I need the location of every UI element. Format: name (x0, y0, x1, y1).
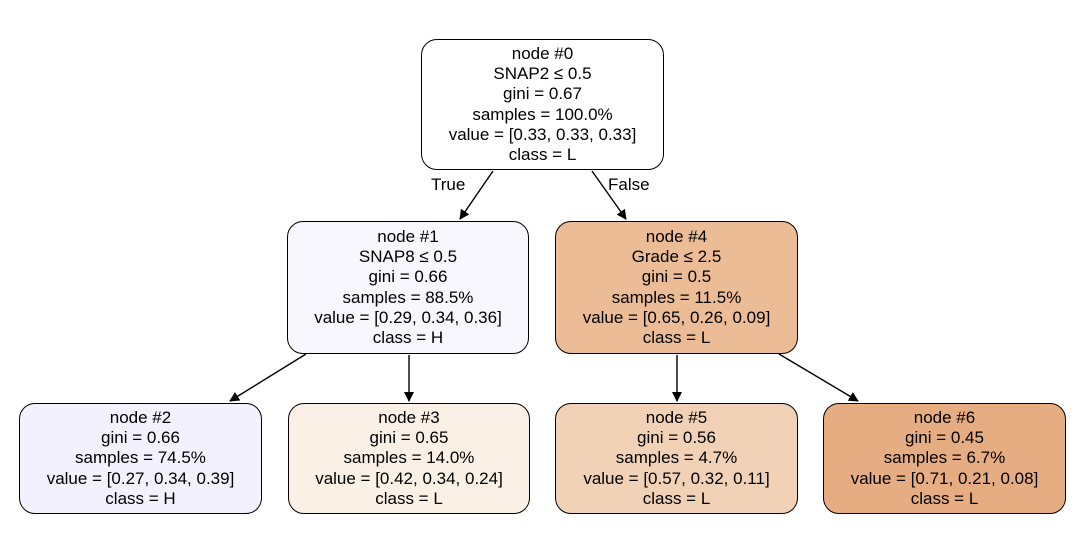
node-gini: gini = 0.5 (641, 267, 712, 287)
node-split: SNAP2 ≤ 0.5 (493, 63, 592, 83)
tree-node-6: node #6 gini = 0.45 samples = 6.7% value… (823, 403, 1066, 514)
node-value: value = [0.65, 0.26, 0.09] (582, 307, 771, 327)
node-class: class = H (372, 328, 444, 348)
tree-node-1: node #1 SNAP8 ≤ 0.5 gini = 0.66 samples … (287, 221, 529, 354)
node-value: value = [0.29, 0.34, 0.36] (314, 307, 502, 327)
node-class: class = H (105, 488, 176, 508)
node-value: value = [0.57, 0.32, 0.11] (583, 468, 770, 488)
node-value: value = [0.27, 0.34, 0.39] (46, 468, 235, 488)
node-gini: gini = 0.65 (369, 428, 449, 448)
node-class: class = L (910, 488, 979, 508)
edge-1-2 (229, 353, 307, 402)
edge-0-4 (591, 170, 627, 220)
node-class: class = L (375, 488, 443, 508)
node-value: value = [0.42, 0.34, 0.24] (315, 468, 503, 488)
node-class: class = L (642, 488, 711, 508)
edge-label-true: True (431, 175, 466, 194)
node-gini: gini = 0.67 (503, 84, 582, 104)
node-class: class = L (642, 328, 711, 348)
tree-node-0: node #0 SNAP2 ≤ 0.5 gini = 0.67 samples … (421, 39, 664, 170)
node-id: node #1 (377, 226, 439, 246)
node-samples: samples = 88.5% (342, 287, 474, 307)
node-samples: samples = 11.5% (611, 287, 742, 307)
tree-node-4: node #4 Grade ≤ 2.5 gini = 0.5 samples =… (555, 221, 798, 354)
node-samples: samples = 4.7% (615, 448, 738, 468)
node-gini: gini = 0.56 (637, 428, 716, 448)
node-id: node #0 (511, 43, 574, 63)
node-id: node #2 (109, 407, 172, 427)
edge-0-1 (459, 170, 494, 220)
tree-node-2: node #2 gini = 0.66 samples = 74.5% valu… (19, 403, 262, 514)
edge-label-false: False (608, 175, 650, 194)
node-split: SNAP8 ≤ 0.5 (358, 246, 458, 266)
node-class: class = L (508, 145, 577, 165)
node-value: value = [0.71, 0.21, 0.08] (850, 468, 1039, 488)
edge-4-6 (778, 353, 859, 402)
node-split: Grade ≤ 2.5 (631, 246, 722, 266)
tree-node-3: node #3 gini = 0.65 samples = 14.0% valu… (288, 403, 530, 514)
node-samples: samples = 74.5% (75, 448, 206, 468)
node-samples: samples = 100.0% (472, 104, 613, 124)
node-samples: samples = 6.7% (883, 448, 1006, 468)
node-id: node #5 (645, 407, 708, 427)
node-gini: gini = 0.66 (101, 428, 180, 448)
node-gini: gini = 0.45 (905, 428, 984, 448)
tree-node-5: node #5 gini = 0.56 samples = 4.7% value… (555, 403, 798, 514)
node-gini: gini = 0.66 (368, 267, 448, 287)
node-samples: samples = 14.0% (343, 448, 475, 468)
node-id: node #4 (645, 226, 708, 246)
node-id: node #3 (378, 407, 440, 427)
node-id: node #6 (913, 407, 976, 427)
node-value: value = [0.33, 0.33, 0.33] (448, 124, 637, 144)
